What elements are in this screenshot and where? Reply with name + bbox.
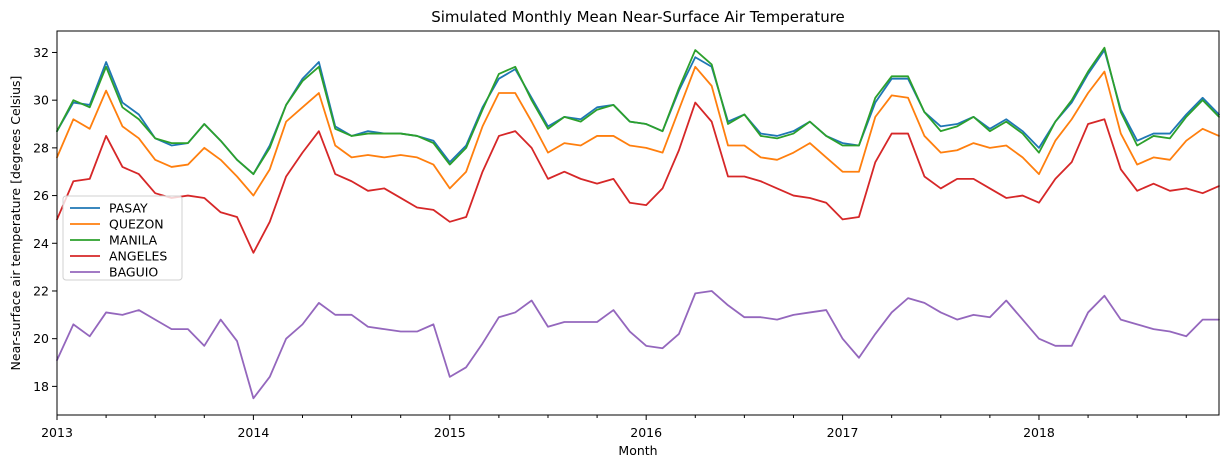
- y-tick-label: 24: [33, 236, 49, 251]
- series-line-angeles: [56, 101, 1220, 254]
- y-tick-label: 22: [33, 283, 49, 298]
- series-line-manila: [56, 46, 1220, 176]
- y-tick-label: 30: [33, 93, 49, 108]
- x-tick-label: 2015: [434, 425, 466, 440]
- legend-label-baguio: BAGUIO: [109, 265, 158, 280]
- y-axis: 18 20 22 24 26 28 30 32: [33, 45, 57, 394]
- y-tick-label: 20: [33, 331, 49, 346]
- x-axis: 2013 2014 2015 2016 2017 2018: [41, 415, 1187, 440]
- legend-label-quezon: QUEZON: [109, 217, 164, 232]
- series-lines: [56, 46, 1220, 400]
- series-line-baguio: [56, 290, 1220, 400]
- x-tick-label: 2013: [41, 425, 73, 440]
- x-tick-label: 2016: [630, 425, 662, 440]
- legend-label-angeles: ANGELES: [109, 249, 167, 264]
- legend-label-pasay: PASAY: [109, 201, 148, 216]
- plot-background: [57, 31, 1219, 415]
- x-tick-label: 2017: [827, 425, 859, 440]
- plot-frame: [56, 30, 1220, 416]
- chart-title: Simulated Monthly Mean Near-Surface Air …: [431, 8, 845, 26]
- series-line-quezon: [56, 65, 1220, 197]
- x-tick-label: 2014: [237, 425, 269, 440]
- y-axis-label: Near-surface air temperature [degrees Ce…: [8, 76, 23, 371]
- y-tick-label: 26: [33, 188, 49, 203]
- y-tick-label: 28: [33, 140, 49, 155]
- legend-label-manila: MANILA: [109, 233, 158, 248]
- y-tick-label: 18: [33, 379, 49, 394]
- x-axis-label: Month: [618, 443, 657, 458]
- x-tick-label: 2018: [1023, 425, 1055, 440]
- y-tick-label: 32: [33, 45, 49, 60]
- legend-box: [62, 195, 183, 281]
- plot-area: [56, 30, 1220, 416]
